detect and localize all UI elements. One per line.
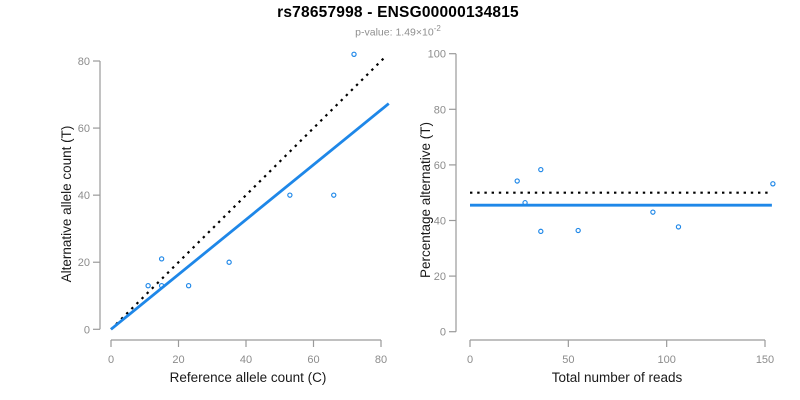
- pvalue-text: p-value: 1.49×10: [355, 26, 434, 39]
- y-tick-label: 20: [434, 271, 446, 283]
- data-point: [287, 192, 293, 198]
- y-tick-label: 40: [434, 216, 446, 228]
- y-tick-label: 60: [78, 123, 90, 135]
- data-point: [522, 200, 528, 206]
- data-point: [650, 209, 656, 215]
- identity-line: [110, 55, 387, 331]
- data-point: [226, 259, 232, 265]
- data-point: [675, 224, 682, 230]
- y-tick-label: 80: [434, 104, 446, 116]
- data-point: [770, 181, 776, 187]
- y-tick-label: 40: [78, 190, 90, 202]
- y-tick-label: 60: [434, 160, 446, 172]
- data-point: [158, 256, 165, 262]
- data-point: [158, 283, 165, 289]
- plot-title: rs78657998 - ENSG00000134815: [277, 4, 519, 21]
- x-axis-title: Reference allele count (C): [170, 370, 327, 385]
- x-axis-title: Total number of reads: [552, 370, 683, 385]
- x-tick-label: 50: [562, 354, 574, 366]
- x-tick-label: 20: [172, 354, 184, 366]
- y-tick-label: 20: [78, 257, 90, 269]
- data-point: [538, 228, 544, 235]
- y-axis-title: Alternative allele count (T): [59, 126, 74, 283]
- data-point: [514, 178, 520, 184]
- y-tick-label: 80: [78, 56, 90, 68]
- x-tick-label: 0: [467, 354, 473, 366]
- y-axis-title: Percentage alternative (T): [418, 122, 433, 278]
- y-tick-label: 0: [84, 324, 90, 336]
- x-tick-label: 150: [756, 354, 774, 366]
- x-tick-label: 0: [108, 354, 114, 366]
- y-tick-label: 100: [428, 49, 446, 61]
- x-tick-label: 40: [240, 354, 252, 366]
- x-tick-label: 60: [307, 354, 319, 366]
- x-tick-label: 100: [657, 354, 675, 366]
- pvalue-exponent: -2: [433, 24, 441, 33]
- data-point: [351, 51, 357, 57]
- data-point: [145, 283, 151, 289]
- y-tick-label: 0: [440, 327, 446, 339]
- data-point: [185, 283, 192, 289]
- fit-line: [110, 102, 390, 331]
- plot-subtitle: p-value: 1.49×10-2: [0, 24, 796, 39]
- data-point: [331, 192, 337, 198]
- x-tick-label: 80: [375, 354, 387, 366]
- data-point: [538, 166, 544, 173]
- data-point: [575, 227, 581, 234]
